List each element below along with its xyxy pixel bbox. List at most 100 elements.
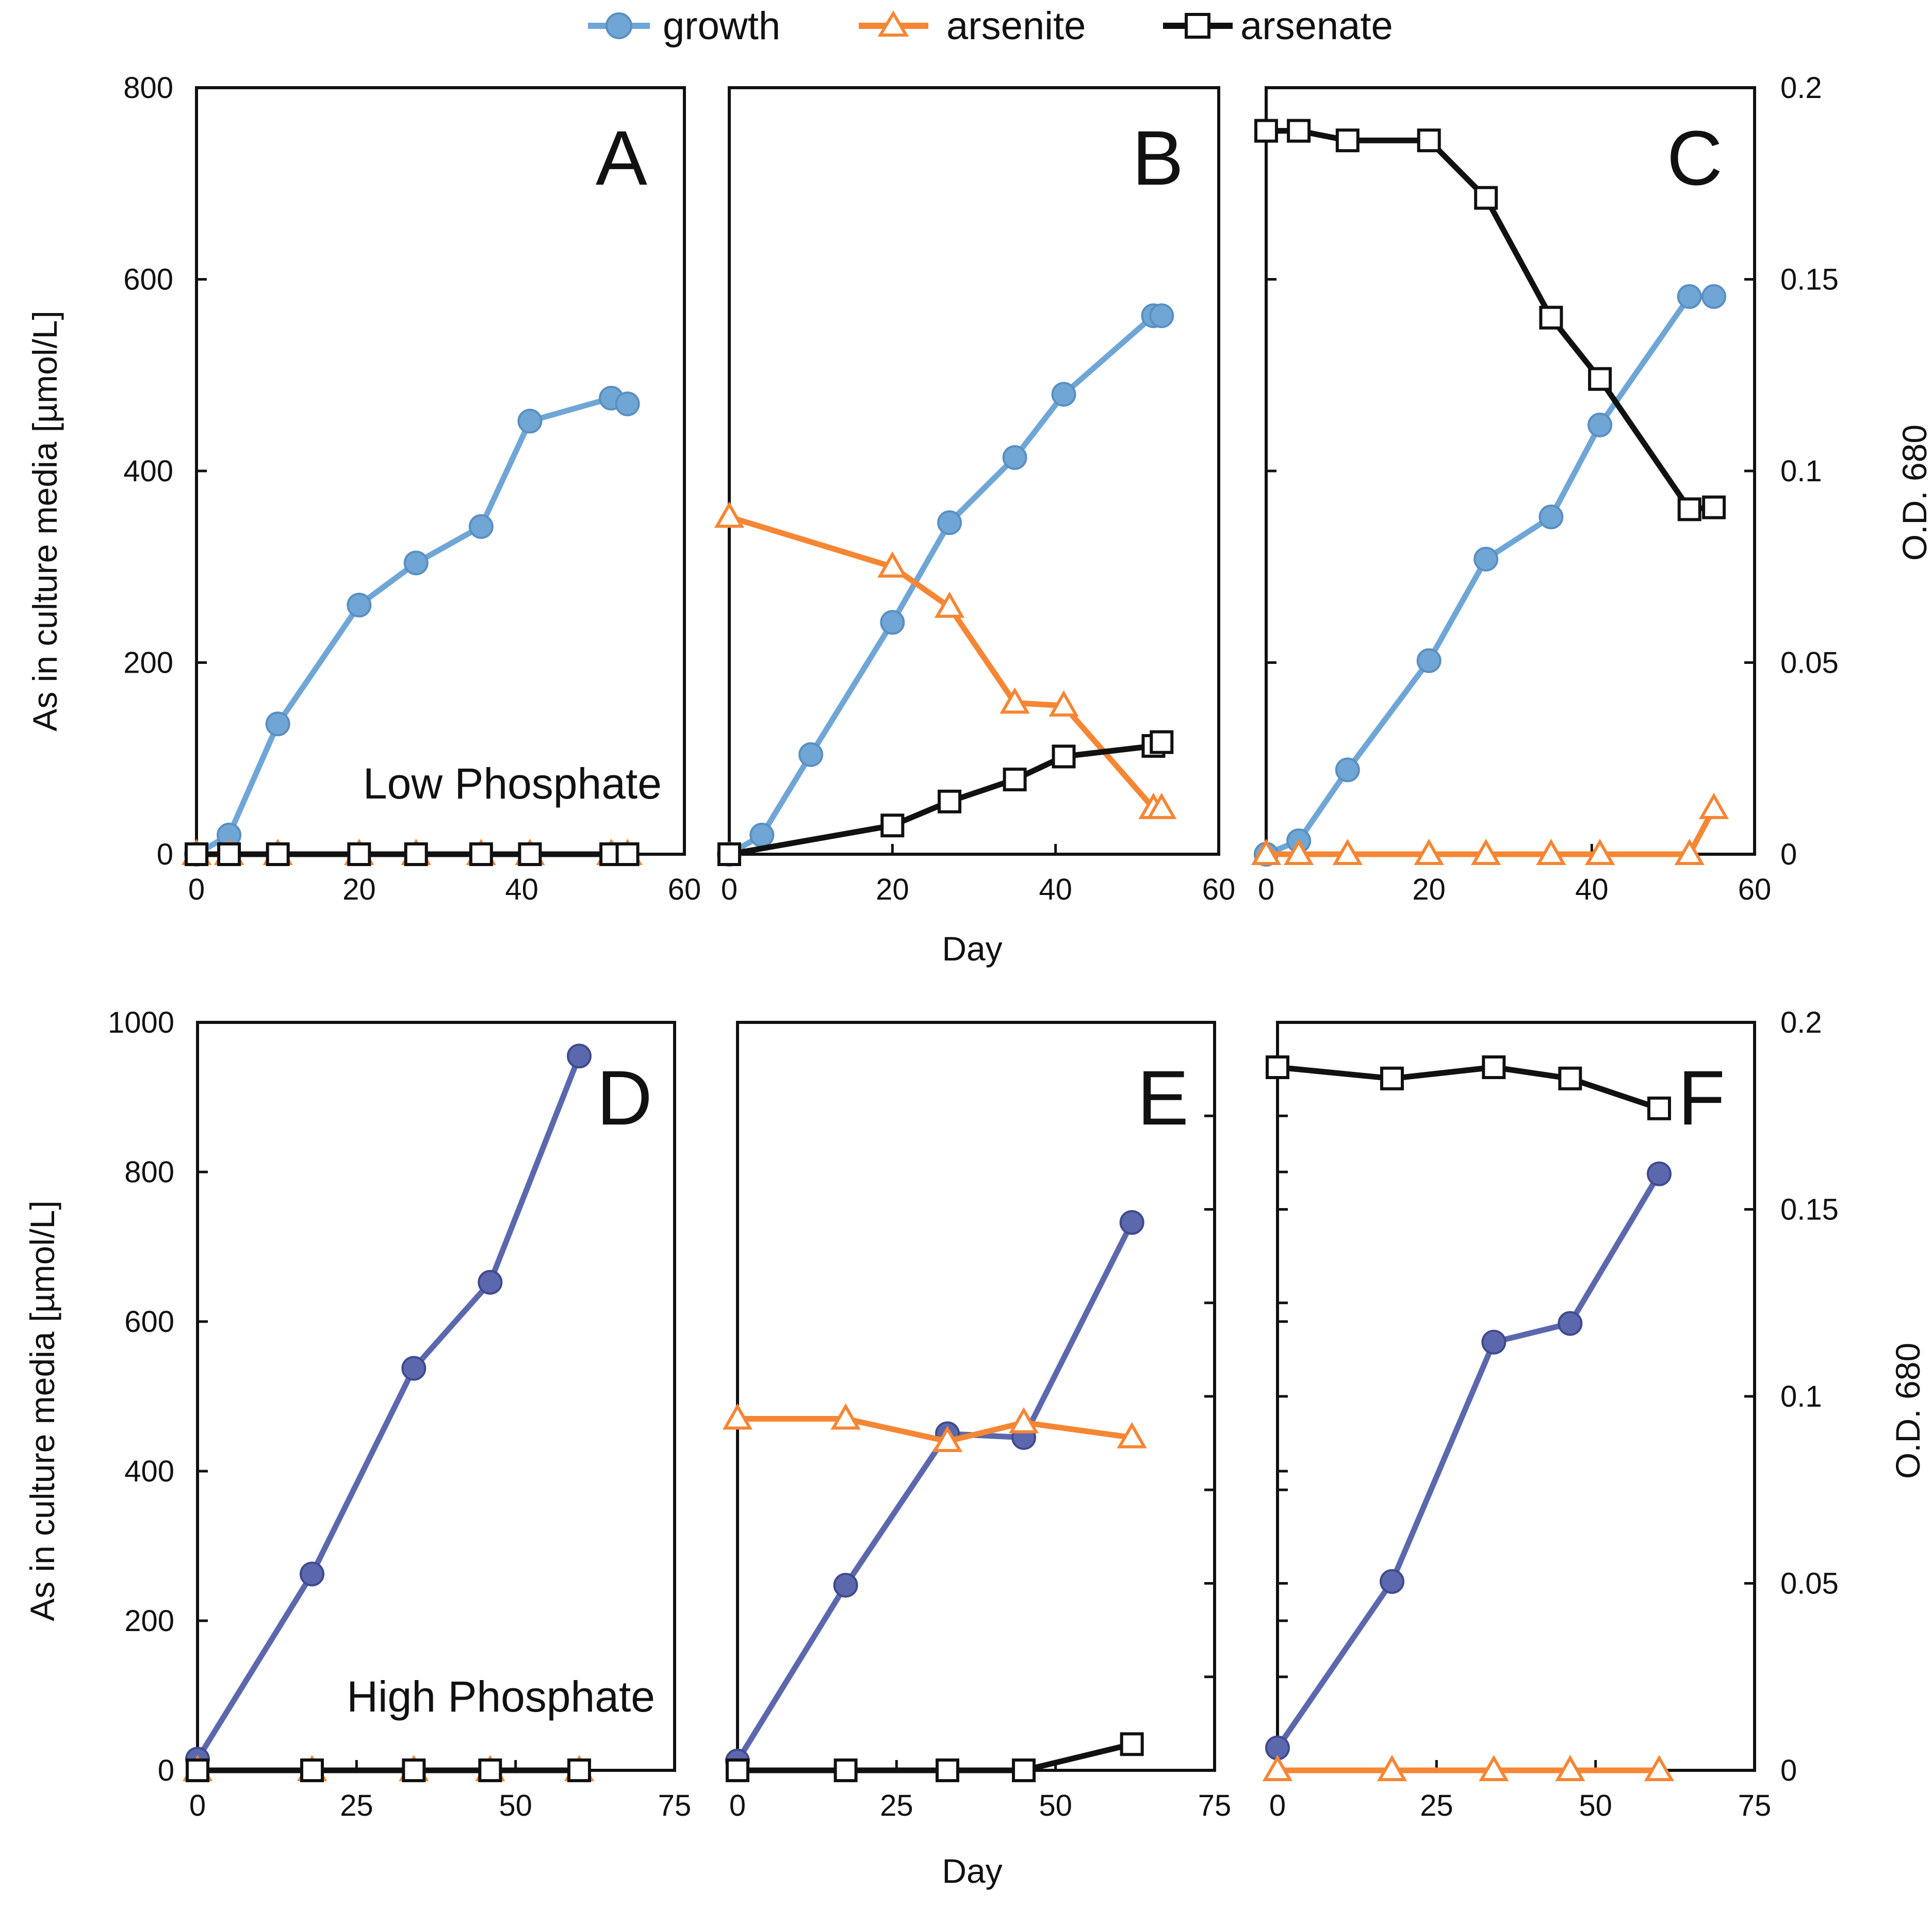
panel-c-frame [1265,86,1756,856]
panel-d-ytick-label-left: 600 [124,1305,174,1339]
panel-c-arsenate-point [1677,497,1701,522]
panel-d-arsenate-point [567,1758,591,1782]
legend-arsenate: arsenate [1163,4,1393,48]
panel-f-arsenate-point [1647,1096,1671,1120]
ylabel-right-top: O.D. 680 [1895,425,1932,561]
panel-b-growth-point [1051,382,1076,407]
panel-c-ytick-label-right: 0.2 [1780,71,1822,105]
panel-e-arsenite-line [738,1416,1133,1444]
panel-d-ytick-label-left: 400 [124,1455,174,1488]
panel-b-growth-point [880,610,905,635]
panel-b-frame [728,86,1220,856]
panel-c-arsenite-point [1283,838,1314,865]
panel-e-growth-line [735,1221,1135,1763]
panel-b-growth-point [798,742,824,767]
panel-c-arsenate-point [1539,305,1563,330]
panel-e-arsenite-point [722,1403,753,1430]
panel-a-ytick-label-left: 200 [123,646,173,680]
panel-b-arsenate-point [1003,768,1027,792]
panel-letter-b: B [1132,115,1184,201]
panel-f-growth-point [1558,1311,1583,1336]
panel-d-xtick-label: 0 [189,1789,206,1822]
panel-c-xtick-label: 60 [1738,873,1772,906]
panel-f-growth-point [1481,1329,1507,1355]
panel-e-xtick-label: 0 [729,1789,746,1822]
panel-f-arsenate-point [1380,1066,1404,1090]
panel-c-arsenate-point [1287,119,1311,143]
panel-e-arsenite-point [830,1403,861,1430]
panel-c-ytick-label-right: 0.1 [1780,454,1822,488]
panel-a-xtick-label: 40 [505,873,538,906]
panel-c-growth-point [1701,284,1727,309]
panel-b-arsenite-point [877,551,908,578]
panel-c-arsenite-point [1698,792,1729,819]
ylabel-left-bottom: As in culture media [µmol/L] [23,1200,61,1621]
panel-c-growth-point [1416,648,1442,673]
panel-a-growth-point [615,391,640,416]
panel-note-low-phosphate: Low Phosphate [363,759,662,808]
panel-a-ytick-label-left: 600 [123,263,173,297]
panel-c-arsenite-point [1414,838,1444,865]
panel-c-ytick-label-right: 0 [1780,838,1797,871]
panel-b-growth-point [937,510,962,535]
panel-f-arsenate-point [1266,1055,1289,1079]
panel-f-xtick-label: 25 [1420,1789,1453,1822]
xlabel-top: Day [942,930,1002,968]
panel-b-arsenate-point [1150,730,1174,754]
panel-f-arsenate-point [1482,1055,1506,1079]
ylabel-left-top: As in culture media [µmol/L] [26,311,64,731]
panel-a-arsenate-point [266,842,290,866]
panel-f-ytick-label-right: 0.15 [1780,1193,1839,1227]
panel-c-growth-point [1538,504,1564,530]
panel-a-arsenate-point [217,842,241,866]
panel-b-xtick-label: 20 [876,873,909,906]
panel-a-arsenate-point [469,842,493,866]
panel-a-growth-point [468,514,494,539]
panel-letter-c: C [1667,115,1723,201]
panel-c-ytick-label-right: 0.15 [1780,263,1839,297]
panel-b-arsenite-point [934,591,965,618]
panel-d-ytick-label-left: 200 [124,1604,174,1638]
panel-f-arsenite-point [1479,1754,1509,1781]
panel-b-arsenite-point [1049,690,1079,717]
panel-b-growth-point [1149,303,1174,329]
panel-e-arsenite-point [1008,1407,1039,1433]
panel-e-xtick-label: 75 [1198,1789,1232,1822]
panel-d-ytick-label-left: 0 [158,1754,174,1787]
panel-e-arsenate-point [726,1758,749,1782]
panel-f-growth-point [1647,1161,1672,1186]
panel-f-ytick-label-right: 0.05 [1780,1567,1839,1601]
panel-b-xtick-label: 60 [1202,873,1236,906]
panel-f-xtick-label: 75 [1738,1789,1772,1822]
panel-f-ytick-label-right: 0.1 [1780,1380,1822,1413]
panel-a-arsenate-point [347,842,371,866]
panel-e-arsenate-line [738,1741,1133,1773]
panel-d-ytick-label-left: 1000 [108,1006,174,1039]
panel-c-arsenite-point [1251,838,1282,865]
panel-c-growth-point [1473,546,1499,572]
panel-e-arsenate-point [833,1758,858,1782]
legend: growth arsenite arsenate [588,4,1393,48]
panel-d-growth-line [195,1055,582,1761]
panel-a-arsenate-point [185,842,208,866]
legend-arsenite-label: arsenite [946,4,1086,48]
panel-f-xtick-label: 0 [1269,1789,1286,1822]
panel-d-ytick-label-left: 800 [124,1155,174,1189]
panel-f-arsenite-point [1377,1754,1407,1781]
panel-b-arsenate-point [938,789,962,813]
panel-b-arsenite-line [728,514,1162,811]
panel-b: 0 20 40 60 B [714,86,1236,906]
xlabel-bottom: Day [942,1852,1002,1890]
panel-b-xtick-label: 40 [1039,873,1072,906]
panel-e: 0 25 50 75 E [722,1021,1232,1822]
panel-a-arsenate-point [404,842,428,866]
panel-f-arsenate-point [1558,1066,1582,1090]
panel-c-arsenate-point [1254,119,1278,143]
panel-note-high-phosphate: High Phosphate [347,1672,655,1721]
panel-f-xtick-label: 50 [1579,1789,1612,1822]
panel-c-xtick-label: 20 [1412,873,1446,906]
panel-c-arsenate-point [1417,128,1441,153]
panel-e-arsenate-point [936,1758,959,1782]
